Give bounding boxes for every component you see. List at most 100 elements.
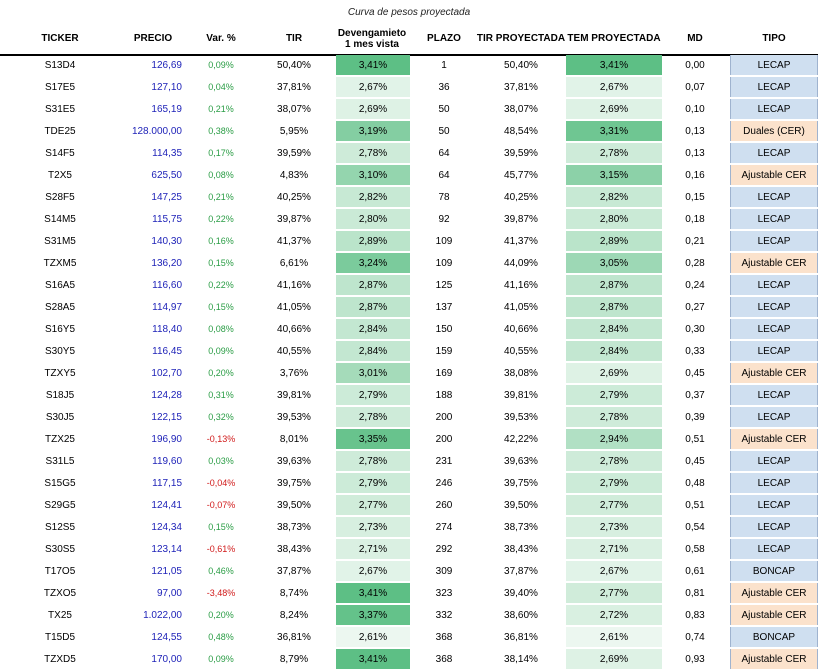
- cell-tir: 41,37%: [277, 235, 311, 247]
- cell-var: -0,07%: [206, 500, 236, 510]
- cell-tipo: LECAP: [730, 297, 818, 317]
- cell-var: 0,08%: [208, 170, 234, 180]
- cell-temp: 2,84%: [566, 341, 662, 361]
- cell-md: 0,37: [685, 389, 705, 401]
- cell-md: 0,51: [685, 499, 705, 511]
- cell-tipo: Ajustable CER: [730, 429, 818, 449]
- cell-ticker: S16A5: [44, 279, 76, 291]
- cell-tirp: 44,09%: [504, 257, 538, 269]
- cell-var: -0,61%: [206, 544, 236, 554]
- cell-tirp: 45,77%: [504, 169, 538, 181]
- table-row: S28F5 147,25 0,21% 40,25% 2,82% 78 40,25% 2,82%…: [0, 186, 818, 208]
- cell-precio: 123,14: [151, 543, 182, 555]
- cell-tipo: LECAP: [730, 99, 818, 119]
- cell-dev: 2,78%: [336, 451, 410, 471]
- cell-tir: 39,87%: [277, 213, 311, 225]
- cell-tirp: 38,07%: [504, 103, 538, 115]
- header-var: Var. %: [206, 33, 236, 44]
- cell-temp: 3,31%: [566, 121, 662, 141]
- cell-tirp: 38,08%: [504, 367, 538, 379]
- cell-var: -0,13%: [206, 434, 236, 444]
- cell-var: 0,22%: [208, 214, 234, 224]
- cell-ticker: S30Y5: [44, 345, 76, 357]
- cell-dev: 2,79%: [336, 385, 410, 405]
- table-row: S17E5 127,10 0,04% 37,81% 2,67% 36 37,81% 2,67%…: [0, 76, 818, 98]
- cell-plazo: 231: [435, 455, 453, 467]
- cell-precio: 127,10: [151, 81, 182, 93]
- cell-dev: 2,61%: [336, 627, 410, 647]
- cell-plazo: 109: [435, 257, 453, 269]
- cell-plazo: 50: [438, 103, 450, 115]
- cell-md: 0,00: [685, 59, 705, 71]
- cell-md: 0,30: [685, 323, 705, 335]
- cell-tirp: 40,66%: [504, 323, 538, 335]
- table-row: TZX25 196,90 -0,13% 8,01% 3,35% 200 42,22% 2,94…: [0, 428, 818, 450]
- cell-dev: 2,69%: [336, 99, 410, 119]
- table-row: S30S5 123,14 -0,61% 38,43% 2,71% 292 38,43% 2,7…: [0, 538, 818, 560]
- cell-tir: 39,50%: [277, 499, 311, 511]
- cell-md: 0,28: [685, 257, 705, 269]
- cell-md: 0,48: [685, 477, 705, 489]
- cell-tipo: LECAP: [730, 55, 818, 75]
- cell-precio: 115,75: [152, 213, 182, 225]
- table-row: T15D5 124,55 0,48% 36,81% 2,61% 368 36,81% 2,61…: [0, 626, 818, 648]
- cell-dev: 2,84%: [336, 319, 410, 339]
- cell-precio: 102,70: [151, 367, 182, 379]
- cell-plazo: 137: [435, 301, 453, 313]
- cell-temp: 2,69%: [566, 363, 662, 383]
- cell-plazo: 200: [435, 411, 453, 423]
- cell-precio: 116,45: [152, 345, 182, 357]
- cell-var: 0,48%: [208, 632, 234, 642]
- cell-precio: 121,05: [151, 565, 182, 577]
- table-row: T2X5 625,50 0,08% 4,83% 3,10% 64 45,77% 3,15% 0,…: [0, 164, 818, 186]
- header-dev-line2: 1 mes vista: [345, 38, 399, 50]
- cell-tir: 39,63%: [277, 455, 311, 467]
- cell-plazo: 92: [438, 213, 450, 225]
- cell-tir: 8,01%: [279, 433, 309, 445]
- cell-temp: 2,78%: [566, 407, 662, 427]
- cell-plazo: 368: [435, 653, 453, 665]
- cell-dev: 2,67%: [336, 77, 410, 97]
- cell-dev: 2,67%: [336, 561, 410, 581]
- cell-tipo: LECAP: [730, 231, 818, 251]
- cell-tirp: 39,50%: [504, 499, 538, 511]
- cell-temp: 2,71%: [566, 539, 662, 559]
- cell-temp: 2,69%: [566, 649, 662, 669]
- cell-ticker: S31M5: [44, 235, 76, 247]
- cell-tipo: Ajustable CER: [730, 253, 818, 273]
- cell-plazo: 323: [435, 587, 453, 599]
- cell-ticker: T15D5: [44, 631, 75, 643]
- cell-tirp: 39,63%: [504, 455, 538, 467]
- cell-tipo: LECAP: [730, 341, 818, 361]
- cell-md: 0,24: [685, 279, 705, 291]
- cell-tir: 36,81%: [277, 631, 311, 643]
- cell-dev: 2,87%: [336, 297, 410, 317]
- cell-dev: 3,35%: [336, 429, 410, 449]
- cell-precio: 128.000,00: [131, 125, 182, 137]
- cell-precio: 147,25: [151, 191, 182, 203]
- cell-tirp: 48,54%: [504, 125, 538, 137]
- cell-var: 0,21%: [208, 192, 234, 202]
- cell-dev: 2,89%: [336, 231, 410, 251]
- cell-temp: 3,41%: [566, 55, 662, 75]
- cell-md: 0,13: [685, 125, 705, 137]
- cell-tirp: 38,60%: [504, 609, 538, 621]
- cell-md: 0,74: [685, 631, 705, 643]
- cell-tirp: 38,73%: [504, 521, 538, 533]
- cell-ticker: S18J5: [45, 389, 75, 401]
- cell-var: 0,04%: [208, 82, 234, 92]
- table-row: TZXM5 136,20 0,15% 6,61% 3,24% 109 44,09% 3,05%…: [0, 252, 818, 274]
- cell-tirp: 41,37%: [504, 235, 538, 247]
- cell-ticker: S12S5: [44, 521, 76, 533]
- cell-ticker: T2X5: [48, 169, 72, 181]
- cell-tir: 39,81%: [277, 389, 311, 401]
- cell-md: 0,39: [685, 411, 705, 423]
- cell-dev: 3,41%: [336, 55, 410, 75]
- cell-var: 0,20%: [208, 368, 234, 378]
- header-tir: TIR: [285, 33, 303, 44]
- table-row: S16A5 116,60 0,22% 41,16% 2,87% 125 41,16% 2,87…: [0, 274, 818, 296]
- cell-md: 0,81: [685, 587, 705, 599]
- cell-tir: 38,43%: [277, 543, 311, 555]
- cell-plazo: 246: [435, 477, 453, 489]
- table-row: TX25 1.022,00 0,20% 8,24% 3,37% 332 38,60% 2,72…: [0, 604, 818, 626]
